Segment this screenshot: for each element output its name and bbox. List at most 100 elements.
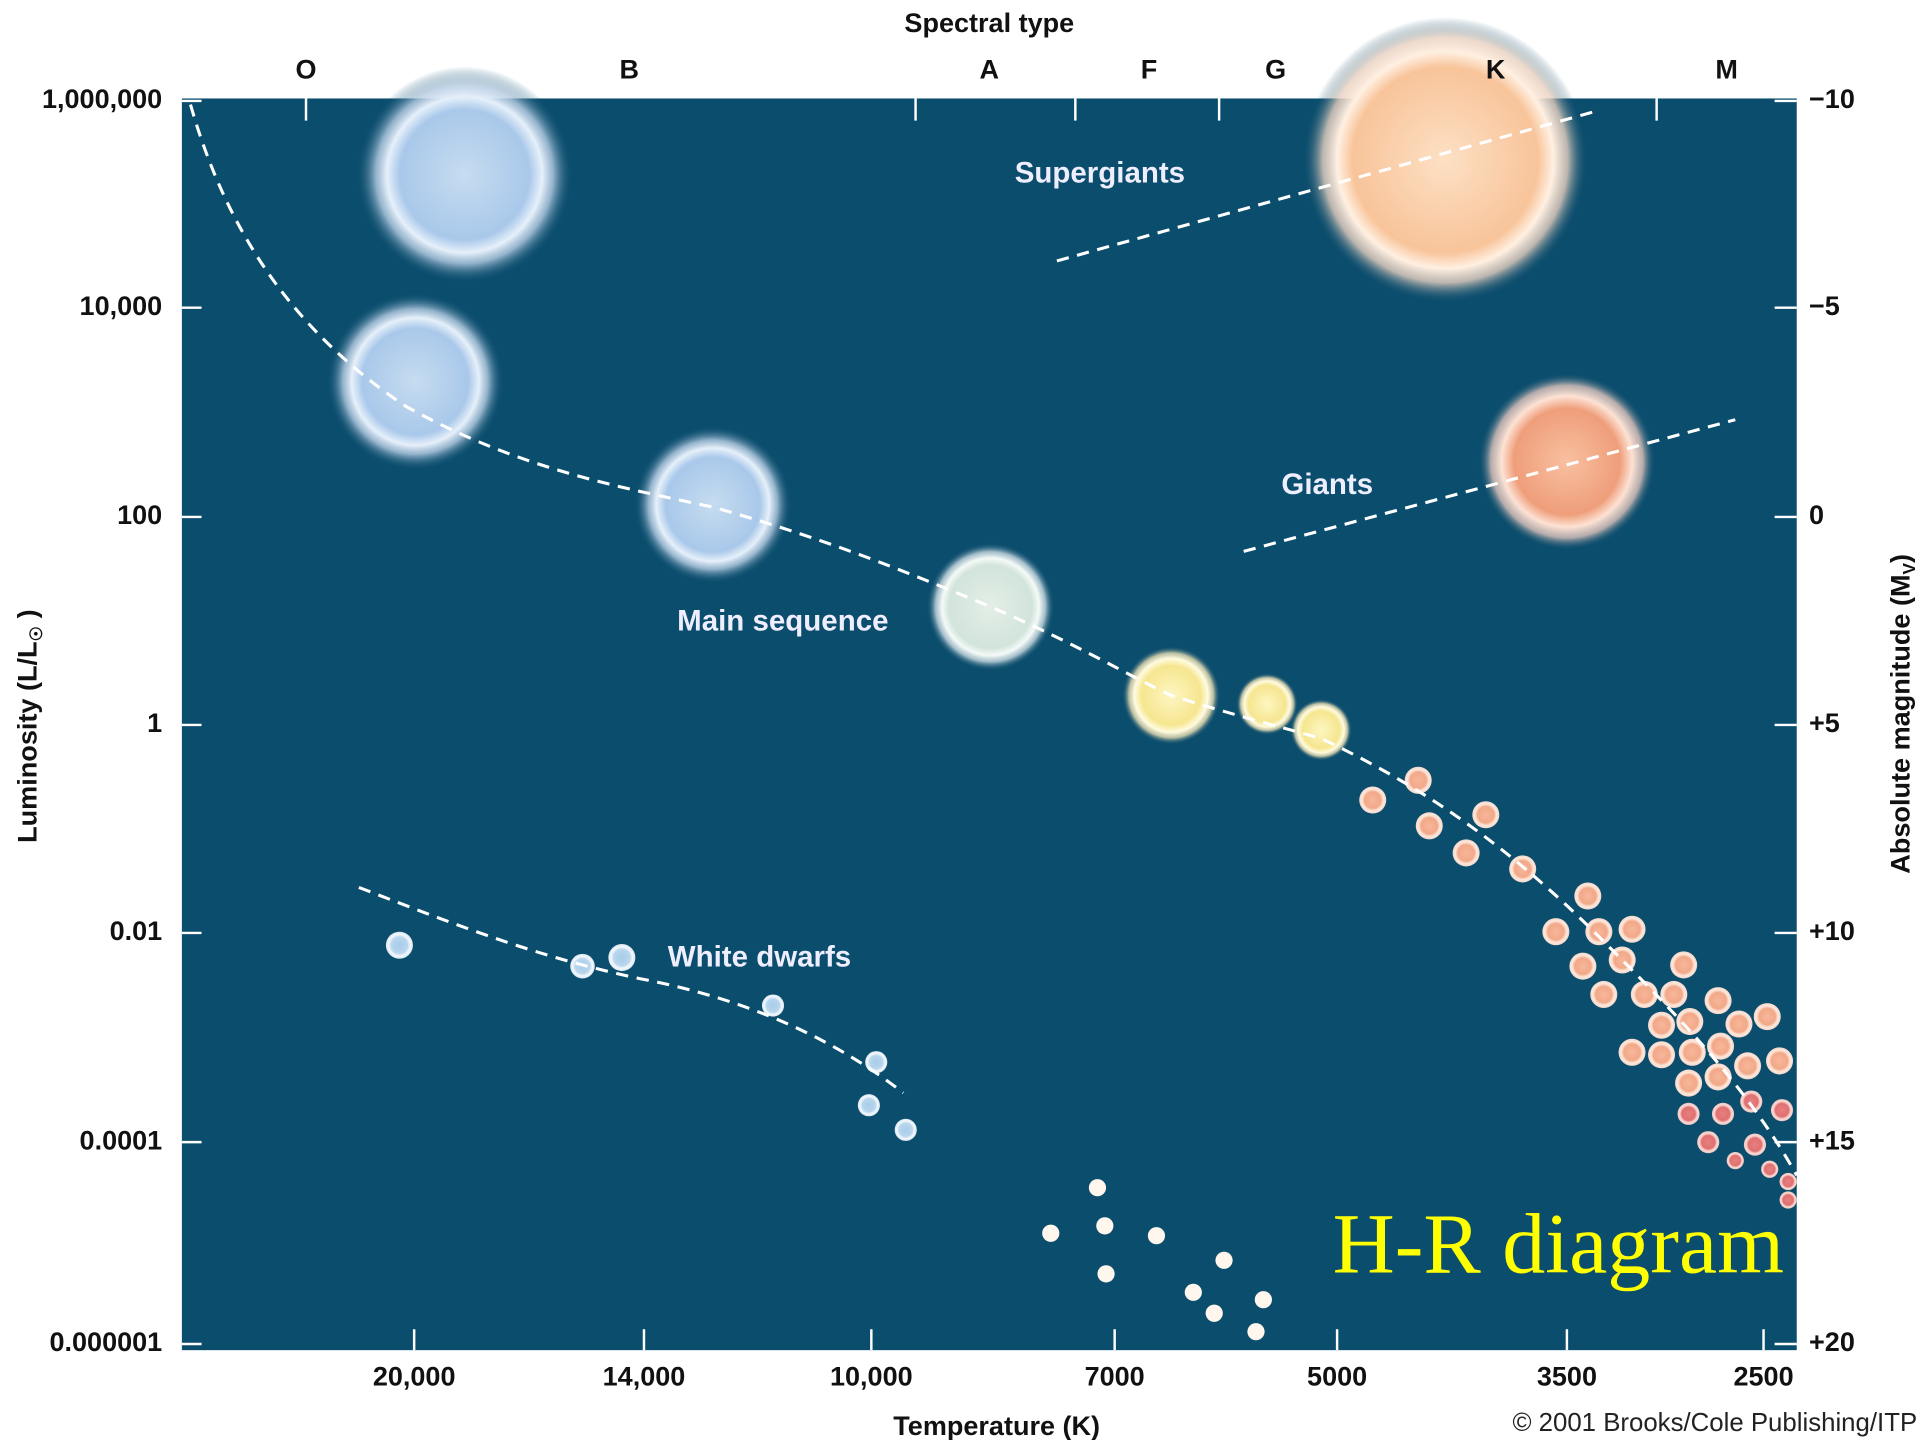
spectral-type-label: O: [295, 55, 316, 85]
star: [927, 543, 1055, 671]
region-label: Giants: [1281, 468, 1373, 501]
right-tick-label: 0: [1809, 500, 1824, 530]
title-text: Absolute magnitude (M: [1886, 574, 1916, 873]
left-tick-label: 1: [147, 708, 162, 738]
white-dwarf: [895, 1119, 917, 1141]
red-dwarf: [1697, 1131, 1719, 1153]
left-tick-label: 1,000,000: [42, 84, 162, 114]
red-dwarf: [1712, 1103, 1734, 1125]
star: [1303, 17, 1588, 303]
faint-dwarf: [1206, 1305, 1223, 1322]
region-label: Main sequence: [677, 605, 888, 638]
red-dwarf: [1590, 981, 1617, 1008]
right-tick-label: +10: [1809, 916, 1855, 946]
region-label: White dwarfs: [668, 941, 851, 974]
star: [1236, 673, 1297, 735]
spectral-type-label: B: [619, 55, 639, 85]
right-axis-title: Absolute magnitude (MV): [1886, 554, 1919, 874]
region-label: Supergiants: [1015, 157, 1185, 190]
copyright: © 2001 Brooks/Cole Publishing/ITP: [1512, 1409, 1917, 1437]
spectral-type-label: A: [980, 55, 1000, 85]
faint-dwarf: [1042, 1225, 1059, 1242]
bottom-axis-title: Temperature (K): [893, 1411, 1100, 1440]
red-dwarf: [1727, 1152, 1744, 1169]
red-dwarf: [1734, 1052, 1761, 1079]
red-dwarf: [1619, 1039, 1646, 1066]
red-dwarf: [1675, 1070, 1702, 1097]
title-end: ): [13, 609, 43, 626]
white-dwarf: [858, 1094, 880, 1116]
left-tick-label: 0.0001: [80, 1125, 163, 1155]
faint-dwarf: [1097, 1265, 1114, 1282]
red-dwarf: [1660, 981, 1687, 1008]
red-dwarf: [1705, 987, 1732, 1014]
bottom-tick-label: 3500: [1537, 1362, 1597, 1392]
faint-dwarf: [1148, 1227, 1165, 1244]
right-tick-label: +5: [1809, 708, 1840, 738]
star: [327, 293, 504, 470]
red-dwarf: [1766, 1047, 1793, 1074]
overlay-title: H-R diagram: [1333, 1196, 1784, 1292]
red-dwarf: [1574, 882, 1601, 909]
red-dwarf: [1648, 1041, 1675, 1068]
red-dwarf: [1453, 839, 1480, 866]
red-dwarf: [1771, 1099, 1793, 1121]
faint-dwarf: [1215, 1252, 1232, 1269]
red-dwarf: [1678, 1103, 1700, 1125]
red-dwarf: [1619, 916, 1646, 943]
star: [634, 426, 791, 584]
red-dwarf: [1754, 1003, 1781, 1030]
faint-dwarf: [1255, 1291, 1272, 1308]
right-tick-label: −5: [1809, 291, 1840, 321]
left-axis-title: Luminosity (L/L☉ ): [13, 609, 46, 842]
left-tick-label: 0.000001: [49, 1327, 162, 1357]
red-dwarf: [1744, 1134, 1766, 1156]
title-sub: V: [1898, 562, 1918, 574]
hr-diagram: Spectral type Temperature (K) Luminosity…: [0, 0, 1927, 1440]
red-dwarf: [1509, 855, 1536, 882]
red-dwarf: [1725, 1010, 1752, 1037]
red-dwarf: [1569, 953, 1596, 980]
right-tick-label: +20: [1809, 1327, 1855, 1357]
red-dwarf: [1585, 918, 1612, 945]
faint-dwarf: [1096, 1217, 1113, 1234]
spectral-type-label: G: [1265, 55, 1286, 85]
bottom-tick-label: 10,000: [830, 1362, 913, 1392]
bottom-tick-label: 7000: [1085, 1362, 1145, 1392]
left-tick-label: 0.01: [110, 916, 163, 946]
bottom-tick-label: 5000: [1307, 1362, 1367, 1392]
bottom-tick-label: 2500: [1733, 1362, 1793, 1392]
red-dwarf: [1648, 1012, 1675, 1039]
page: Spectral type Temperature (K) Luminosity…: [0, 0, 1927, 1440]
red-dwarf: [1670, 951, 1697, 978]
red-dwarf: [1359, 786, 1386, 813]
red-dwarf: [1416, 812, 1443, 839]
left-tick-label: 10,000: [80, 291, 163, 321]
white-dwarf: [386, 932, 413, 959]
right-tick-label: +15: [1809, 1125, 1855, 1155]
star: [1290, 699, 1351, 761]
top-axis-title: Spectral type: [904, 8, 1074, 38]
red-dwarf: [1542, 918, 1569, 945]
faint-dwarf: [1247, 1323, 1264, 1340]
title-end: ): [1886, 554, 1916, 563]
bottom-tick-label: 14,000: [603, 1362, 686, 1392]
plot-area: [182, 98, 1797, 1350]
red-dwarf: [1780, 1173, 1797, 1190]
left-tick-label: 100: [117, 500, 162, 530]
star: [356, 66, 572, 283]
star: [1478, 373, 1655, 550]
red-dwarf: [1761, 1161, 1778, 1178]
spectral-type-label: F: [1141, 55, 1158, 85]
faint-dwarf: [1185, 1284, 1202, 1301]
title-sub: ☉: [25, 626, 45, 641]
spectral-type-label: M: [1715, 55, 1738, 85]
bottom-tick-label: 20,000: [373, 1362, 456, 1392]
white-dwarf: [865, 1051, 887, 1073]
title-text: Luminosity (L/L: [13, 641, 43, 842]
spectral-type-label: K: [1486, 55, 1506, 85]
faint-dwarf: [1089, 1179, 1106, 1196]
white-dwarf: [608, 944, 635, 971]
red-dwarf: [1472, 801, 1499, 828]
right-tick-label: −10: [1809, 84, 1855, 114]
